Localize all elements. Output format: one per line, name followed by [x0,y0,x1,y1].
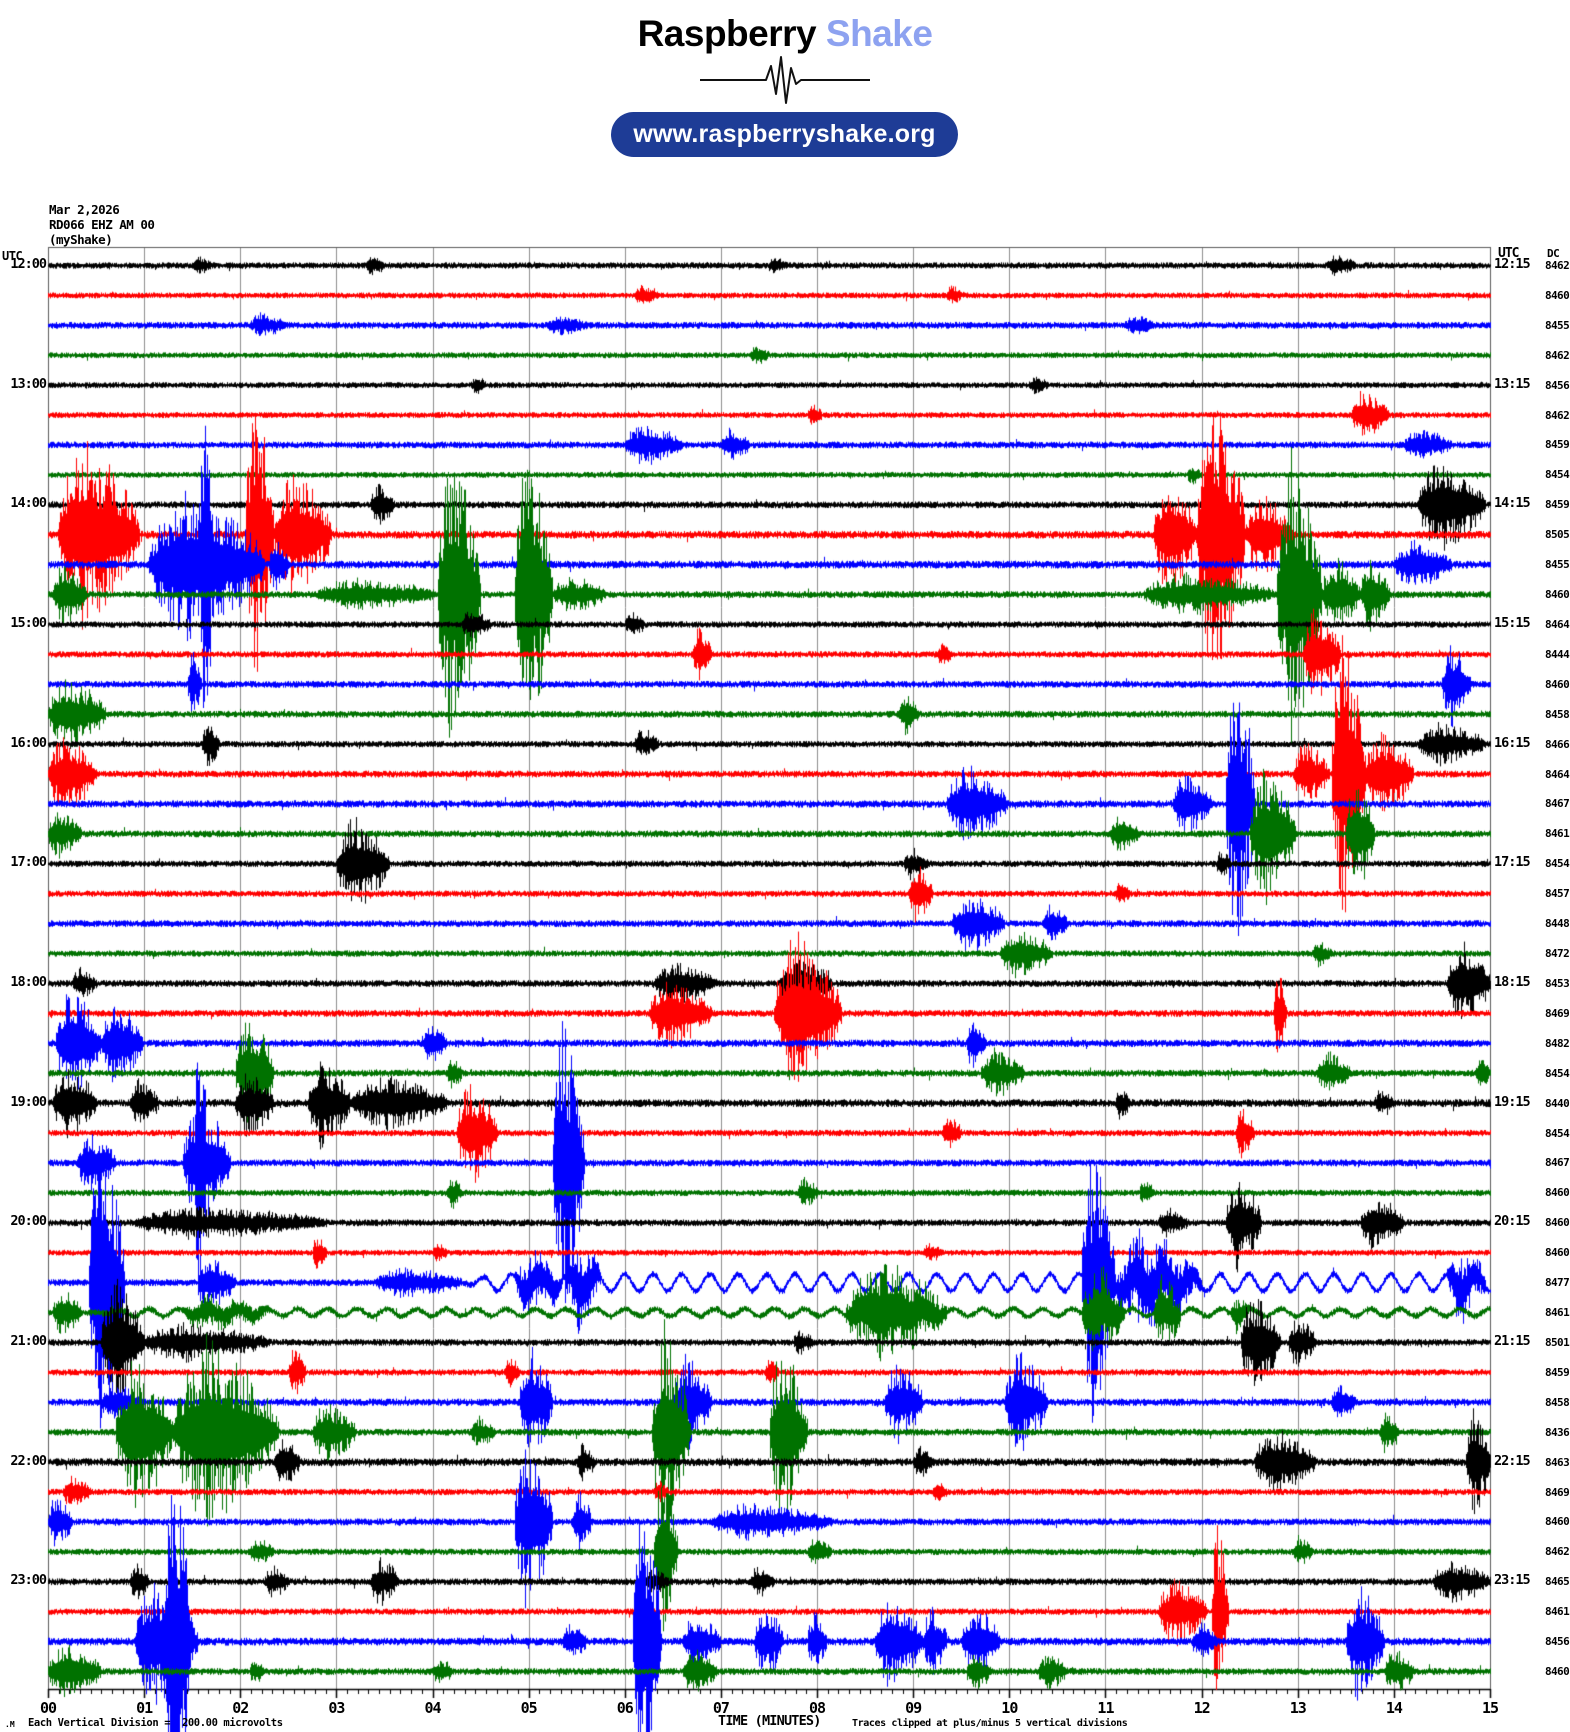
logo-shake: Shake [825,13,933,54]
station-info: Mar 2,2026 RD066 EHZ AM 00 (myShake) [49,202,155,247]
website-link[interactable]: www.raspberryshake.org [611,112,958,157]
dc-header: DC [1547,247,1560,260]
x-axis-title: TIME (MINUTES) [718,1713,821,1729]
clipping-note: Traces clipped at plus/minus 5 vertical … [852,1718,1128,1729]
corner-mark: .M [5,1720,15,1729]
utc-header-right: UTC [1498,246,1520,261]
vertical-division-note: Each Vertical Division = 200.00 microvol… [28,1717,283,1729]
station-date: Mar 2,2026 [49,202,120,217]
station-id: RD066 EHZ AM 00 [49,217,155,232]
station-network: (myShake) [49,232,113,247]
logo-waveform-icon [699,54,871,110]
utc-header-left: UTC [2,249,23,263]
logo: Raspberry Shake [0,13,1570,55]
logo-raspberry: Raspberry [637,13,817,54]
